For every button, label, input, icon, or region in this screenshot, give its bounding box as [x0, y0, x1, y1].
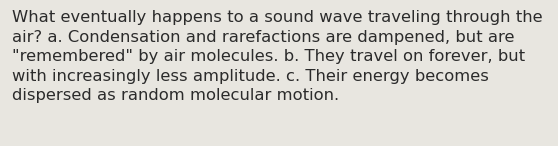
Text: What eventually happens to a sound wave traveling through the
air? a. Condensati: What eventually happens to a sound wave …: [12, 10, 543, 104]
